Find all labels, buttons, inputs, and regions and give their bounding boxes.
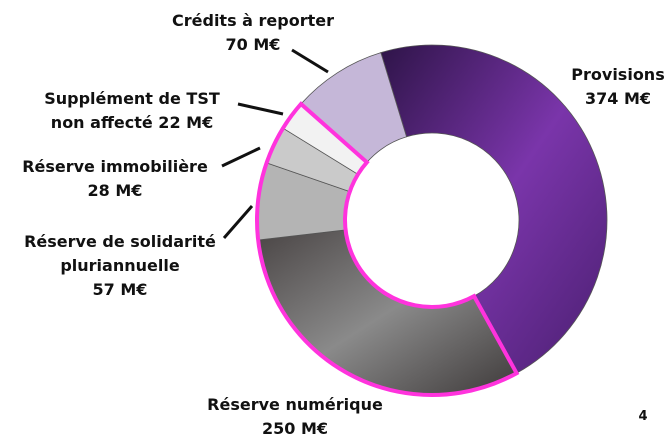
leader-line-immobiliere xyxy=(221,146,261,168)
leader-line-credits xyxy=(291,48,329,74)
highlight-outline xyxy=(255,101,520,397)
slice-label: Supplément de TST xyxy=(44,89,220,108)
slice-label: 70 M€ xyxy=(226,35,281,54)
slice-label: Crédits à reporter xyxy=(172,11,334,30)
slice-label: 250 M€ xyxy=(262,419,328,438)
slice-label: 374 M€ xyxy=(585,89,651,108)
slice-label: Réserve numérique xyxy=(207,395,383,414)
slice-cr-dits-reporter xyxy=(300,52,408,163)
leader-line-supplement xyxy=(237,102,284,116)
page-number: 4 xyxy=(638,409,647,424)
slice-label: pluriannuelle xyxy=(60,256,179,275)
slice-label: 28 M€ xyxy=(88,181,143,200)
slice-label: 57 M€ xyxy=(93,280,148,299)
leader-line-solidarite xyxy=(222,205,254,239)
slice-label: Réserve de solidarité xyxy=(24,232,216,251)
slice-r-serve-num-rique xyxy=(257,229,518,396)
slice-label: Réserve immobilière xyxy=(22,157,208,176)
slice-provisions xyxy=(380,44,608,374)
slice-label: Provisions xyxy=(571,65,664,84)
slice-label: non affecté 22 M€ xyxy=(51,113,213,132)
